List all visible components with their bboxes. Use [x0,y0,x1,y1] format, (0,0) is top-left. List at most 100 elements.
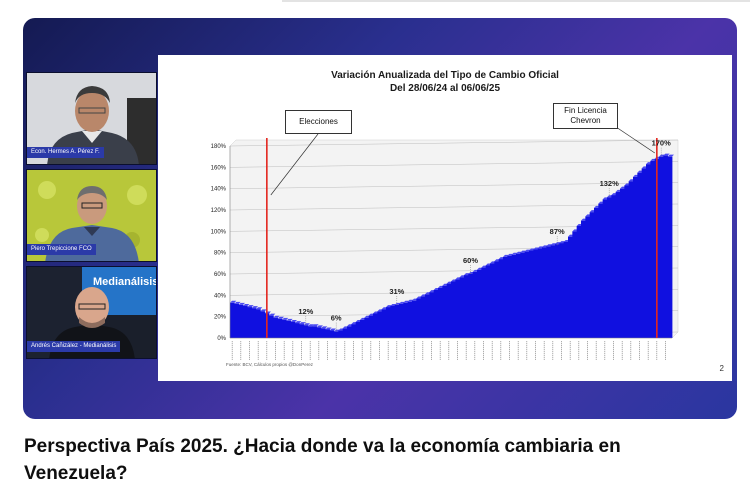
slide-subtitle: Del 28/06/24 al 06/06/25 [389,83,501,94]
chart-bar [641,168,647,338]
chart-bar-top [316,325,323,328]
chart-bar [555,244,560,338]
chart-bar-top [256,307,263,310]
chart-bar [373,313,378,338]
chart-bar [256,309,261,338]
chart-bar [312,326,318,338]
chart-bar [589,212,595,338]
chart-bar [550,245,556,338]
chart-bar [598,203,604,338]
video-title[interactable]: Perspectiva País 2025. ¿Hacia donde va l… [24,436,621,484]
chart-bar-top [260,309,267,312]
callout-elecciones-pointer [270,133,319,196]
participant-name-1: Econ. Hermes A. Pérez F. [27,147,104,158]
chart-bar [615,191,621,338]
data-label: 60% [463,256,478,265]
chart-bar [468,274,474,338]
chart-bar [481,267,487,338]
chart-bar [286,320,292,338]
participant-name-2: Piero Trepiccione FCO [27,244,96,255]
chart-bar [524,251,530,338]
y-gridline [229,161,679,168]
chart-bar [581,220,586,338]
chart-bar-top [329,328,336,331]
chart-bar [533,249,539,338]
chart-bar [451,281,456,338]
video-player[interactable]: Econ. Hermes A. Pérez F. Piero Trepiccio… [23,18,737,419]
participant-tile-3: Medianálisis Andrés Cañizález - Medianál… [26,266,157,359]
chart-bar [594,207,599,338]
chart-bar [576,226,582,338]
chart-bar [338,330,344,338]
chart-bar-top [282,317,289,320]
chart-bar-top [312,324,319,327]
y-gridline [229,139,679,147]
chart-bar [295,323,300,338]
data-label: 31% [389,287,404,296]
chart-bar [269,315,274,338]
chart-bar [607,197,612,338]
chart-bar [438,287,443,338]
chart-bar [498,259,504,338]
chart-bar [403,302,409,338]
chart-bar [442,285,448,338]
chart-bar-top [234,301,241,304]
chart-bar [602,199,608,338]
chart-bar [520,252,526,338]
chart-bar [650,160,656,338]
chart-bar [667,156,673,338]
chart-bar [243,306,248,338]
chart-bar [611,195,617,338]
data-label: 12% [298,307,313,316]
chart-bar-top [667,154,674,157]
chart-bar-top [303,323,310,326]
chart-bar-top [243,304,250,306]
chart-bar-top [299,322,306,325]
chart-bar [646,164,651,338]
chart-bar [234,303,240,338]
chart-bar [546,246,552,338]
chart-bar [485,265,491,338]
presentation-slide: Variación Anualizada del Tipo de Cambio … [158,55,732,381]
chart-bar [308,326,313,338]
chart-bar [420,296,426,338]
chart-bar-top [295,321,302,324]
y-tick-label: 100% [211,229,227,235]
chart-bar-top [663,153,670,156]
y-tick-label: 180% [211,144,227,150]
chart-bar [459,277,465,338]
chart-bar-top [251,306,258,309]
chart-bar [299,324,305,338]
chart-bar [529,250,534,338]
chart-bar-top [308,324,315,327]
chart-bar-top [230,300,237,303]
chart-bar [559,243,565,338]
callout-elecciones: Elecciones [285,110,352,134]
y-tick-label: 140% [211,187,227,193]
chart-bar [394,304,400,338]
chart-bar [321,328,326,338]
participant-tile-1: Econ. Hermes A. Pérez F. [26,72,157,165]
callout-fin-licencia-line2: Chevron [570,116,601,125]
chart-bar [494,261,500,338]
chart-bar [230,302,235,338]
chart-bar [542,247,547,338]
y-tick-label: 40% [214,293,227,299]
top-divider [282,0,750,2]
chart-bar [585,216,591,338]
chart-bar [342,328,348,338]
data-label: 6% [331,314,342,323]
chart-bar [663,155,669,338]
chart-bar [325,329,331,338]
chart-bar [511,254,517,338]
y-tick-label: 80% [214,251,227,257]
chart-bar-top [290,320,297,322]
y-tick-label: 0% [217,336,226,342]
chart-bar [537,248,543,338]
chart-bar-top [286,318,293,321]
exchange-rate-chart: 0% 20% 40% 60% 80% 100% 120% 140% 160% 180% 12% 6% 3… [211,126,679,360]
medianalisis-logo: Medianálisis [93,276,157,288]
slide-title: Variación Anualizada del Tipo de Cambio … [331,70,559,81]
chart-bar [446,283,452,338]
participant-tile-2: Piero Trepiccione FCO [26,169,157,262]
